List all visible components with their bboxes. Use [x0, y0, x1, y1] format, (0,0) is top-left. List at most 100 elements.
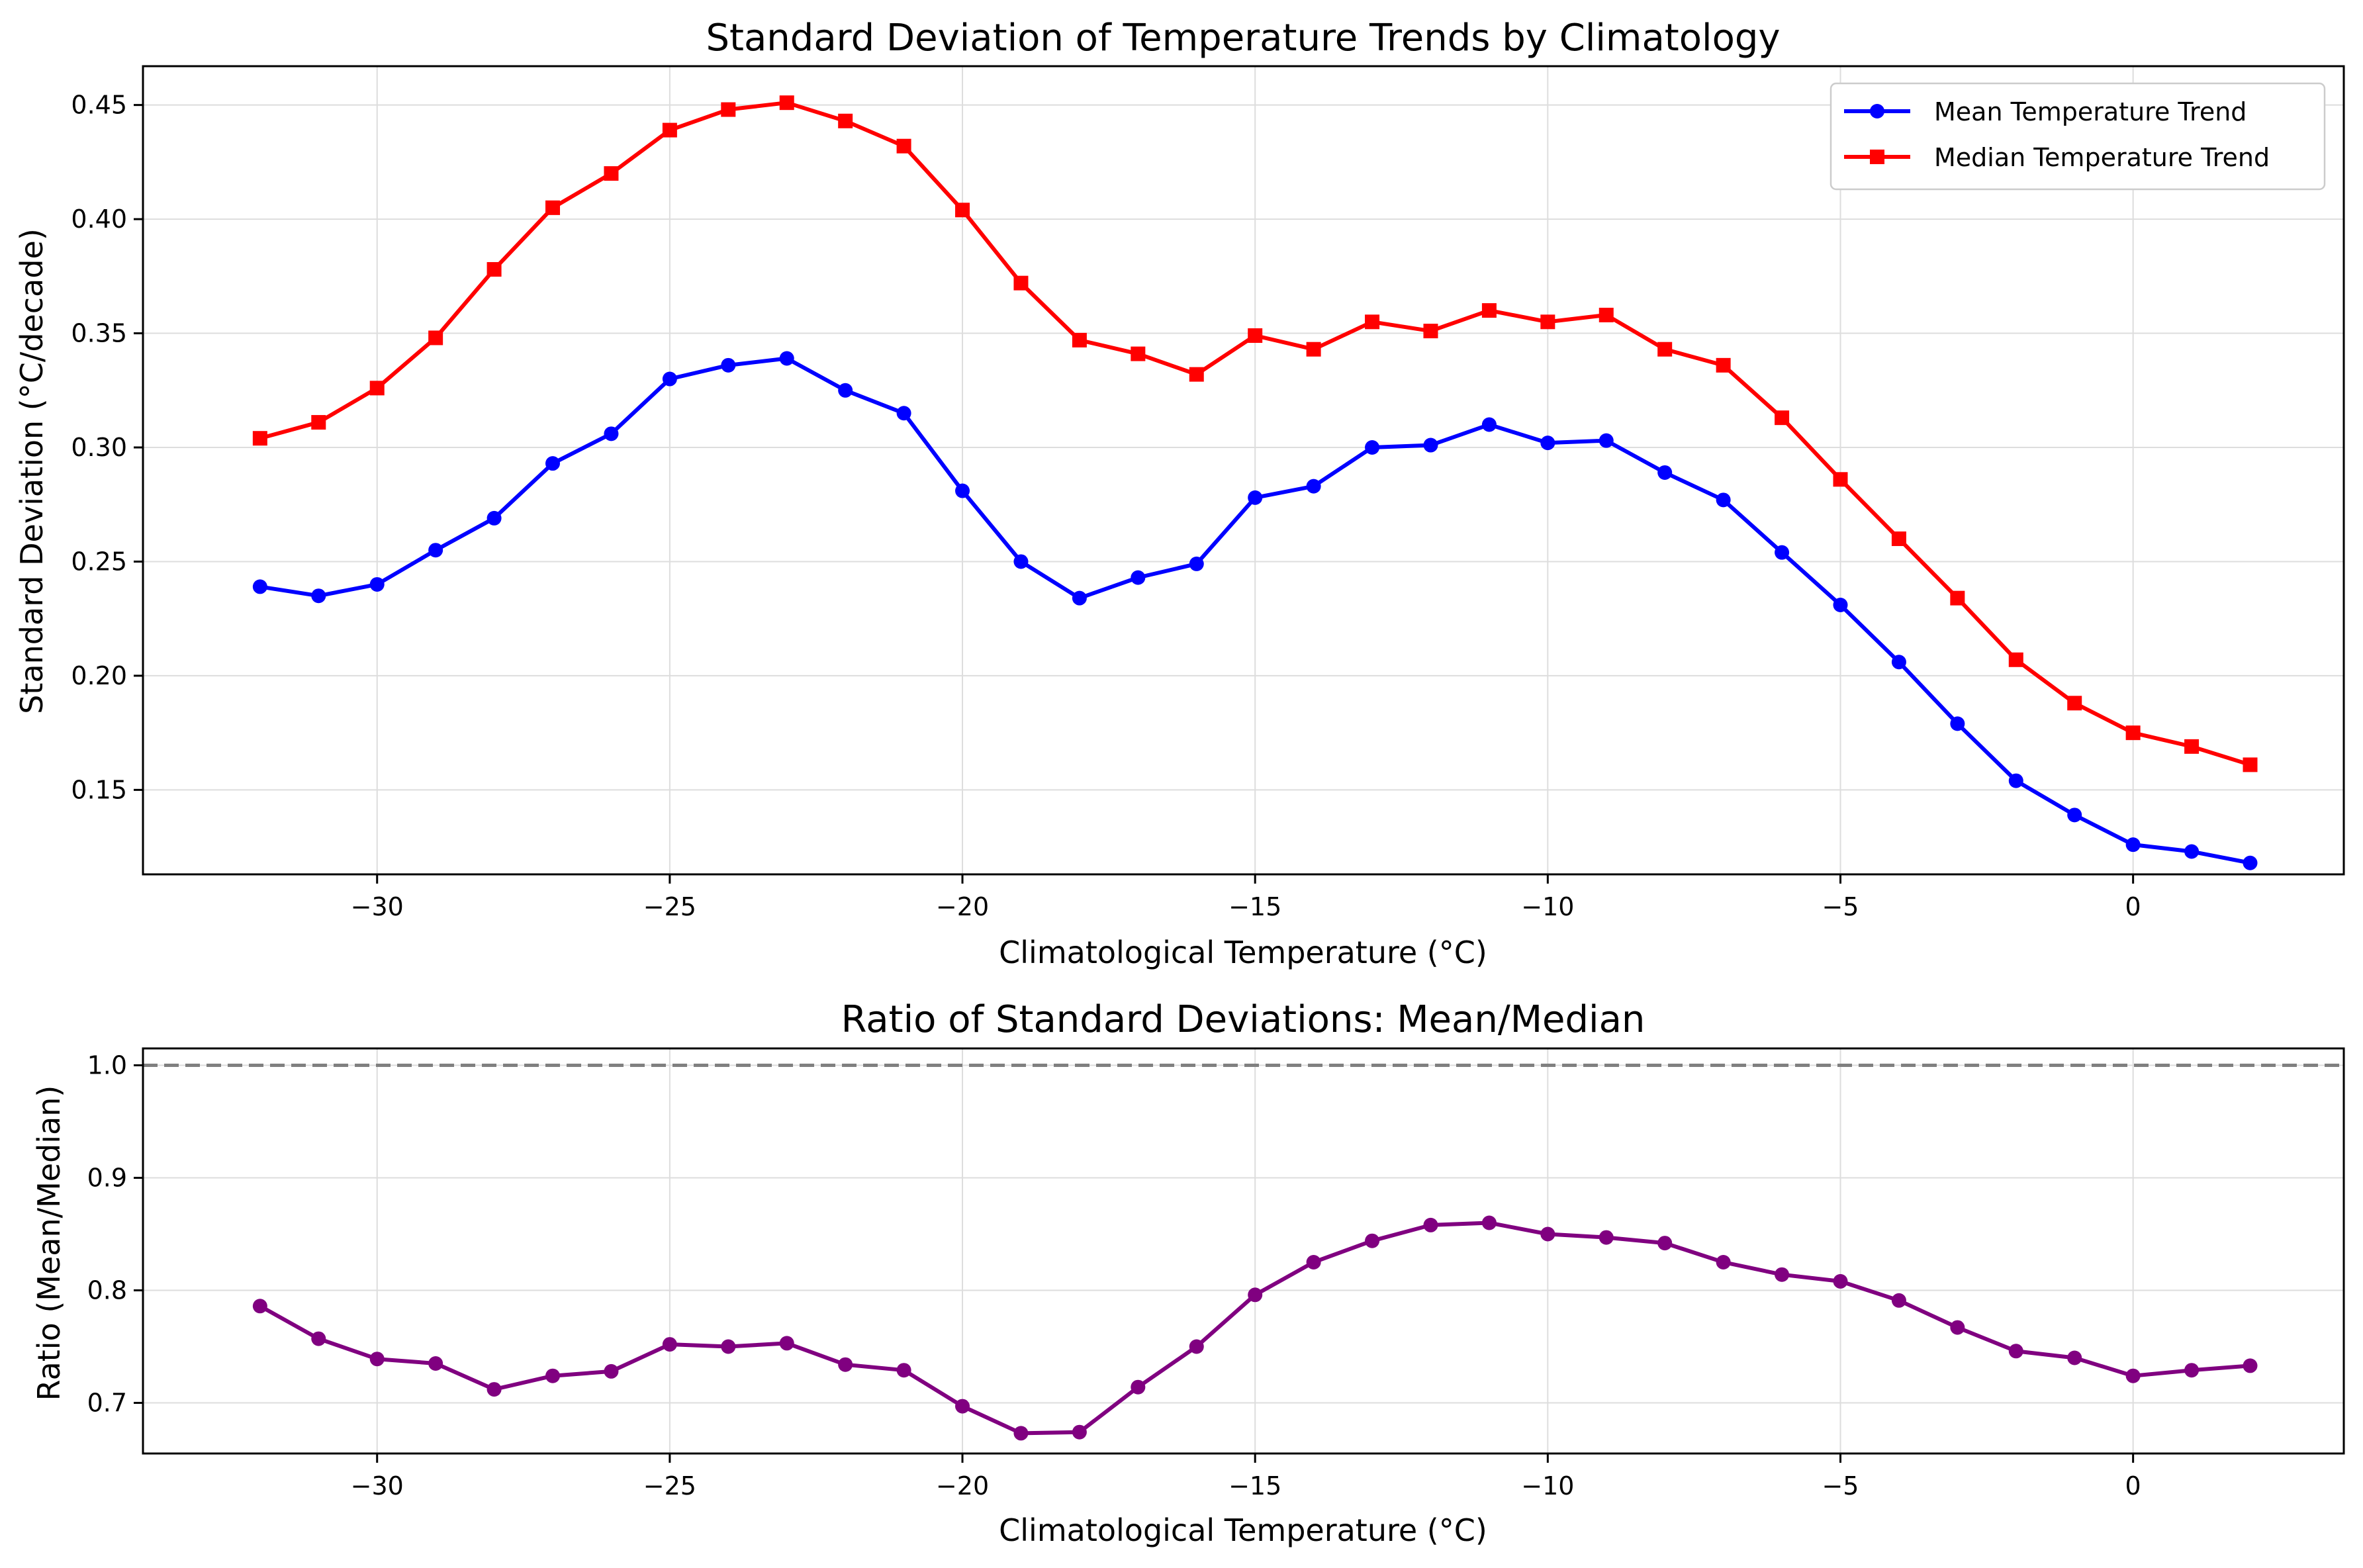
- bottom-chart-data-point: [2067, 1350, 2082, 1365]
- top-chart-y-ticks: 0.15 0.20 0.25 0.30 0.35 0.40 0.45: [71, 91, 143, 804]
- bottom-chart-data-point: [1248, 1287, 1263, 1303]
- bottom-chart-data-point: [428, 1356, 443, 1371]
- top-chart-x-tick-label: −30: [351, 892, 404, 921]
- top-chart-data-point: [1481, 417, 1497, 432]
- top-chart-y-tick-label: 0.25: [71, 547, 127, 576]
- bottom-chart-data-point: [1131, 1379, 1146, 1395]
- top-chart-data-point: [428, 543, 443, 558]
- top-chart-data-point: [1013, 275, 1029, 291]
- top-chart-data-point: [1598, 307, 1614, 322]
- top-chart-data-point: [1540, 436, 1555, 451]
- top-chart-data-point: [486, 510, 502, 526]
- bottom-chart-data-point: [1891, 1293, 1906, 1308]
- bottom-chart-data-point: [1013, 1426, 1029, 1441]
- bottom-chart-data-point: [311, 1331, 326, 1346]
- top-chart-title: Standard Deviation of Temperature Trends…: [706, 17, 1780, 60]
- top-chart-data-point: [1423, 438, 1438, 453]
- legend-mean-label: Mean Temperature Trend: [1934, 97, 2247, 126]
- top-chart-data-point: [2067, 696, 2082, 711]
- bottom-chart-y-ticks: 0.7 0.8 0.9 1.0: [87, 1051, 143, 1418]
- top-chart-data-point: [2125, 725, 2141, 741]
- top-chart-series-0: [252, 351, 2258, 870]
- bottom-chart-y-tick-label: 1.0: [87, 1051, 127, 1080]
- top-chart-data-point: [1189, 367, 1204, 382]
- top-chart-data-point: [486, 261, 502, 277]
- legend-box: [1830, 82, 2326, 191]
- bottom-chart-x-tick-label: −30: [351, 1471, 404, 1500]
- legend: Mean Temperature Trend Median Temperatur…: [1830, 82, 2326, 191]
- bottom-chart-axes-frame: [142, 1047, 2345, 1455]
- top-chart-data-point: [955, 483, 970, 498]
- legend-entry-mean: Mean Temperature Trend: [1844, 97, 2247, 126]
- top-chart-x-tick-label: −25: [643, 892, 696, 921]
- top-chart-x-tick-label: −5: [1822, 892, 1859, 921]
- top-chart-data-point: [2008, 773, 2023, 788]
- bottom-chart-data-point: [1365, 1233, 1380, 1248]
- legend-mean-marker: [1870, 104, 1884, 118]
- top-chart-data-point: [779, 351, 794, 366]
- bottom-chart-x-tick-label: −5: [1822, 1471, 1859, 1500]
- bottom-chart-series-layer: [252, 1215, 2258, 1441]
- top-chart-data-point: [1950, 716, 1965, 731]
- bottom-chart-data-point: [2125, 1368, 2141, 1383]
- top-chart-data-point: [955, 203, 970, 218]
- bottom-chart-data-point: [1072, 1424, 1087, 1440]
- top-chart-data-point: [2184, 739, 2200, 754]
- top-chart-data-point: [604, 426, 619, 441]
- top-chart-data-point: [1423, 324, 1438, 339]
- top-chart-data-point: [896, 406, 911, 421]
- bottom-chart-data-point: [1189, 1339, 1204, 1354]
- top-chart-data-point: [838, 113, 853, 128]
- top-chart-data-point: [1657, 342, 1673, 357]
- bottom-chart-x-tick-label: −15: [1228, 1471, 1281, 1500]
- top-chart-data-point: [1131, 346, 1146, 361]
- top-chart-x-tick-label: 0: [2125, 892, 2141, 921]
- top-chart-data-point: [252, 431, 267, 446]
- bottom-chart-data-point: [2184, 1363, 2200, 1378]
- top-chart-y-tick-label: 0.15: [71, 775, 127, 804]
- top-chart-y-tick-label: 0.45: [71, 91, 127, 120]
- top-chart-x-axis-label: Climatological Temperature (°C): [999, 935, 1487, 970]
- bottom-chart-x-tick-label: −20: [936, 1471, 989, 1500]
- top-chart-data-point: [1013, 554, 1029, 569]
- top-chart-data-point: [1189, 556, 1204, 571]
- top-chart-data-point: [1775, 410, 1790, 426]
- top-chart-data-point: [1306, 479, 1321, 494]
- top-chart-data-point: [2243, 757, 2258, 772]
- bottom-chart-data-point: [486, 1382, 502, 1397]
- top-chart-data-point: [604, 166, 619, 181]
- top-chart-data-point: [662, 371, 677, 387]
- top-chart-data-point: [1306, 342, 1321, 357]
- bottom-chart-data-point: [955, 1399, 970, 1414]
- top-chart-data-point: [721, 102, 736, 117]
- bottom-chart-y-tick-label: 0.7: [87, 1389, 127, 1418]
- bottom-chart-data-point: [838, 1357, 853, 1372]
- top-chart-x-tick-label: −10: [1521, 892, 1574, 921]
- top-chart-data-point: [779, 95, 794, 111]
- top-chart-data-point: [1891, 531, 1906, 546]
- top-chart-series-1: [252, 95, 2258, 772]
- bottom-chart-data-point: [721, 1339, 736, 1354]
- top-chart-data-point: [252, 579, 267, 594]
- top-chart-data-point: [311, 588, 326, 604]
- top-chart-axes-frame: [142, 65, 2345, 876]
- bottom-chart-title: Ratio of Standard Deviations: Mean/Media…: [841, 998, 1645, 1041]
- bottom-chart-x-axis-label: Climatological Temperature (°C): [999, 1512, 1487, 1548]
- top-chart-data-point: [369, 381, 385, 396]
- bottom-chart-data-point: [1481, 1215, 1497, 1230]
- legend-median-marker: [1870, 150, 1884, 164]
- top-chart-panel: Standard Deviation of Temperature Trends…: [14, 17, 2345, 970]
- top-chart-data-point: [662, 122, 677, 138]
- bottom-chart-data-point: [1540, 1226, 1555, 1242]
- top-chart-data-point: [1775, 545, 1790, 560]
- top-chart-data-point: [369, 576, 385, 592]
- bottom-chart-data-point: [369, 1352, 385, 1367]
- top-chart-y-tick-label: 0.40: [71, 205, 127, 234]
- top-chart-data-point: [1833, 598, 1848, 612]
- bottom-chart-y-tick-label: 0.9: [87, 1164, 127, 1193]
- bottom-chart-y-axis-label: Ratio (Mean/Median): [31, 1085, 67, 1401]
- bottom-chart-x-ticks: −30 −25 −20 −15 −10 −5 0: [351, 1453, 2141, 1500]
- top-chart-data-point: [1598, 433, 1614, 448]
- bottom-chart-y-tick-label: 0.8: [87, 1276, 127, 1305]
